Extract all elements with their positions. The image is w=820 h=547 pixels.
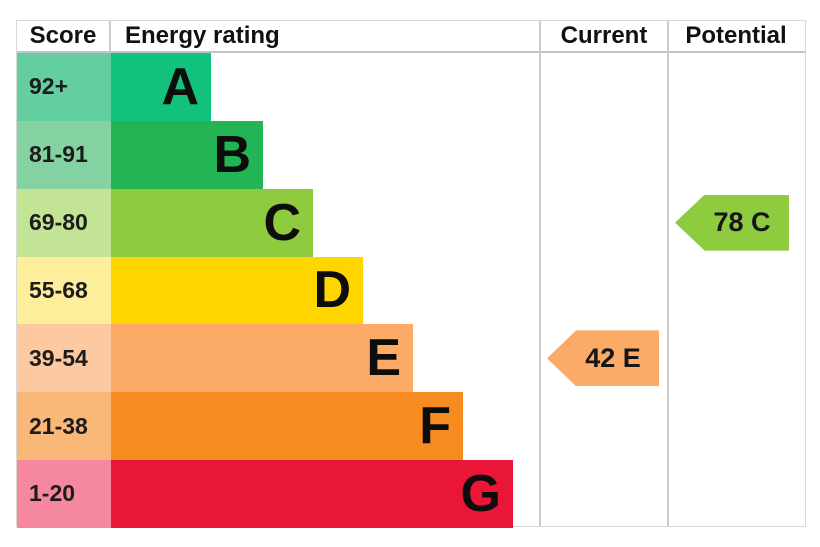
band-bar-f: F [111,392,463,461]
band-row-f: 21-38 F [17,392,805,461]
score-range-e: 39-54 [17,324,111,393]
potential-rating-label: 78 C [713,207,771,238]
header-current: Current [560,22,648,49]
band-bar-a: A [111,53,211,121]
epc-table: Score Energy rating Current Potential 92… [16,20,806,528]
rating-bands: 92+ A 81-91 B 69-80 C 55-68 D 39-54 E 21-38 F 1-20 G … [17,53,805,528]
score-range-f: 21-38 [17,392,111,461]
header-energy-rating: Energy rating [125,22,280,49]
header-potential: Potential [685,22,787,49]
band-row-g: 1-20 G [17,460,805,528]
score-range-d: 55-68 [17,256,111,325]
score-range-a: 92+ [17,53,111,121]
score-range-b: 81-91 [17,120,111,189]
band-bar-c: C [111,188,313,257]
header-row: Score Energy rating Current Potential [17,21,805,53]
divider-current-column [539,21,541,526]
band-row-b: 81-91 B [17,120,805,189]
band-row-a: 92+ A [17,53,805,121]
band-row-c: 69-80 C [17,188,805,257]
band-bar-e: E [111,324,413,393]
band-bar-d: D [111,256,363,325]
band-bar-g: G [111,460,513,528]
band-bar-b: B [111,120,263,189]
current-rating-label: 42 E [585,342,641,373]
divider-potential-column [667,21,669,526]
band-row-d: 55-68 D [17,256,805,325]
score-range-c: 69-80 [17,188,111,257]
score-range-g: 1-20 [17,460,111,528]
header-score: Score [17,21,111,51]
band-row-e: 39-54 E [17,324,805,393]
